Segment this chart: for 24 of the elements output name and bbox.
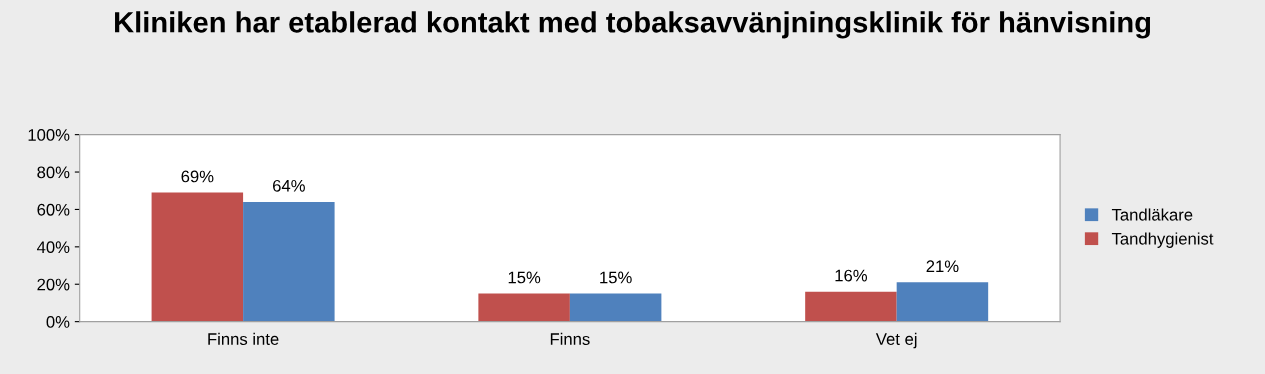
bar (805, 291, 897, 322)
data-label: 15% (600, 271, 632, 284)
y-tick-label: 100% (28, 129, 70, 141)
y-tick-label: 0% (46, 316, 70, 328)
y-tick-label: 60% (37, 203, 70, 216)
data-label: 21% (926, 260, 959, 273)
x-tick-label: Vet ej (875, 332, 917, 349)
x-tick-label: Finns inte (208, 332, 279, 345)
legend-label: Tandhygienist (1111, 232, 1214, 248)
data-label: 64% (273, 179, 305, 192)
y-tick-label: 80% (37, 166, 70, 179)
bar (478, 293, 570, 322)
x-tick-label: Finns (550, 332, 590, 345)
legend-label: Tandläkare (1111, 208, 1193, 221)
chart-title: Kliniken har etablerad kontakt med tobaksavvänjningsklinik för hänvisning (115, 11, 1151, 39)
bar (896, 282, 989, 322)
data-label: 15% (508, 271, 541, 284)
data-label: 16% (835, 269, 868, 282)
data-label: 69% (181, 170, 214, 183)
y-tick-label: 40% (37, 241, 70, 254)
bar (569, 293, 662, 322)
y-tick-label: 20% (37, 278, 70, 291)
bar (243, 201, 335, 322)
bar (151, 192, 244, 322)
